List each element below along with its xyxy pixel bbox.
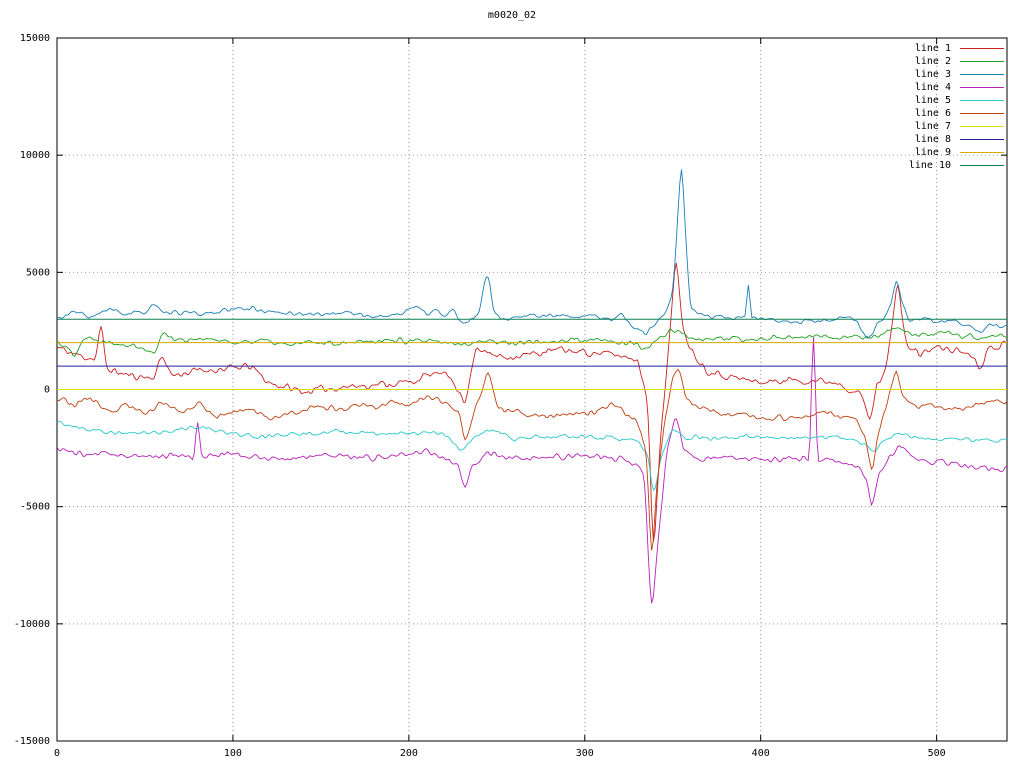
legend-item: line 9 — [915, 146, 1004, 159]
legend-swatch — [960, 165, 1004, 166]
x-tick-label: 300 — [576, 748, 594, 759]
chart-title: m0020_02 — [487, 10, 537, 21]
legend-item: line 5 — [915, 94, 1004, 107]
x-tick-label: 400 — [752, 748, 770, 759]
legend-item: line 8 — [915, 133, 1004, 146]
x-tick-label: 500 — [928, 748, 946, 759]
y-tick-label: -5000 — [20, 502, 50, 513]
y-tick-label: 15000 — [20, 33, 50, 44]
legend-swatch — [960, 139, 1004, 140]
legend-swatch — [960, 152, 1004, 153]
legend-swatch — [960, 61, 1004, 62]
legend-swatch — [960, 100, 1004, 101]
legend-item: line 4 — [915, 81, 1004, 94]
y-tick-label: -15000 — [14, 736, 50, 747]
x-tick-label: 100 — [224, 748, 242, 759]
x-tick-label: 0 — [54, 748, 60, 759]
legend-label: line 3 — [914, 69, 951, 80]
legend: line 1 line 2 line 3 line 4 line 5 line 6 line… — [909, 42, 1004, 172]
series-line-5 — [56, 420, 1008, 491]
legend-label: line 10 — [908, 160, 951, 171]
legend-item: line 1 — [915, 42, 1004, 55]
series-line-1 — [56, 262, 1008, 542]
legend-swatch — [960, 113, 1004, 114]
y-tick-label: 10000 — [20, 150, 50, 161]
legend-label: line 5 — [914, 95, 951, 106]
y-tick-label: -10000 — [14, 619, 50, 630]
legend-swatch — [960, 74, 1004, 75]
legend-item: line 3 — [915, 68, 1004, 81]
legend-swatch — [960, 87, 1004, 88]
series-line-3 — [56, 169, 1008, 339]
series-line-6 — [56, 368, 1008, 551]
legend-label: line 7 — [914, 121, 951, 132]
legend-label: line 4 — [914, 82, 951, 93]
series-line-4 — [56, 337, 1008, 604]
legend-label: line 9 — [914, 147, 951, 158]
y-tick-label: 5000 — [26, 267, 50, 278]
x-tick-label: 200 — [400, 748, 418, 759]
legend-item: line 6 — [915, 107, 1004, 120]
legend-item: line 2 — [915, 55, 1004, 68]
legend-item: line 7 — [915, 120, 1004, 133]
legend-label: line 2 — [914, 56, 951, 67]
legend-swatch — [960, 126, 1004, 127]
legend-label: line 1 — [914, 43, 951, 54]
legend-label: line 8 — [914, 134, 951, 145]
legend-label: line 6 — [914, 108, 951, 119]
y-tick-label: 0 — [44, 385, 50, 396]
legend-swatch — [960, 48, 1004, 49]
legend-item: line 10 — [909, 159, 1004, 172]
